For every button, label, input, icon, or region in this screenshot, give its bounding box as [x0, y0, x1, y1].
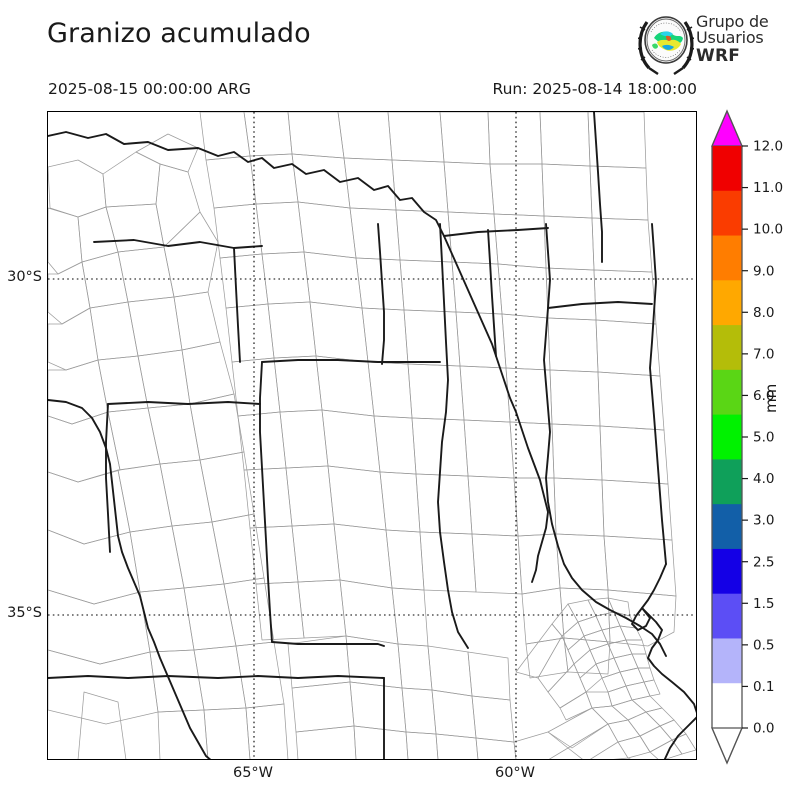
colorbar-band — [712, 280, 742, 326]
colorbar-tick-label: 9.0 — [753, 263, 774, 279]
province-boundaries — [48, 112, 696, 759]
colorbar-band — [712, 235, 742, 281]
logo-line-2: Usuarios — [696, 28, 764, 48]
colorbar-tick-label: 0.5 — [753, 637, 774, 653]
colorbar-tick-label: 4.0 — [753, 471, 774, 487]
logo-line-1: Grupo de — [696, 12, 769, 31]
run-time-label: Run: 2025-08-14 18:00:00 — [492, 80, 698, 98]
colorbar-tick-label: 0.1 — [753, 679, 774, 695]
colorbar-band — [712, 325, 742, 371]
x-tick-label-65W: 65°W — [232, 765, 274, 781]
colorbar-tick-label: 10.0 — [753, 222, 783, 238]
y-tick-label-35S: 35°S — [7, 605, 42, 621]
map-boundaries — [48, 112, 696, 759]
colorbar-extend-top — [711, 109, 743, 147]
colorbar-swatches: 12.0 11.0 10.0 9.0 8.0 7.0 6.0 5.0 4.0 3.0 2.5 1.5 0… — [711, 109, 783, 765]
colorbar-band — [712, 146, 742, 192]
colorbar-tick-label: 7.0 — [753, 346, 774, 362]
colorbar-tick-label: 12.0 — [753, 139, 783, 155]
map-plot-area[interactable] — [47, 111, 697, 760]
colorbar-band — [712, 683, 742, 729]
wrf-globe-seal-icon — [638, 16, 694, 75]
logo-text: Grupo de Usuarios WRF — [696, 12, 769, 66]
colorbar-tick-label: 2.5 — [753, 554, 774, 570]
colorbar-tick-label: 8.0 — [753, 305, 774, 321]
valid-time-label: 2025-08-15 00:00:00 ARG — [48, 80, 251, 98]
colorbar-band — [712, 459, 742, 505]
colorbar-tick-label: 3.0 — [753, 513, 774, 529]
x-tick-label-60W: 60°W — [494, 765, 536, 781]
colorbar-band — [712, 593, 742, 639]
page-title: Granizo acumulado — [47, 18, 311, 49]
colorbar-band — [712, 414, 742, 460]
department-boundaries — [48, 112, 696, 759]
colorbar[interactable]: 12.0 11.0 10.0 9.0 8.0 7.0 6.0 5.0 4.0 3.0 2.5 1.5 0… — [706, 108, 800, 768]
colorbar-tick-label: 5.0 — [753, 430, 774, 446]
colorbar-band — [712, 190, 742, 236]
colorbar-tick-label: 1.5 — [753, 596, 774, 612]
colorbar-extend-bottom — [711, 727, 743, 765]
wrf-user-group-logo: Grupo de Usuarios WRF — [638, 12, 798, 78]
colorbar-band — [712, 548, 742, 595]
colorbar-tick-label: 6.0 — [753, 388, 774, 404]
colorbar-band — [712, 638, 742, 684]
colorbar-band — [712, 369, 742, 416]
logo-line-3: WRF — [696, 45, 741, 66]
colorbar-tick-label: 0.0 — [753, 721, 774, 737]
colorbar-band — [712, 504, 742, 550]
y-tick-label-30S: 30°S — [7, 269, 42, 285]
colorbar-unit-label: mm — [762, 383, 780, 413]
colorbar-tick-label: 11.0 — [753, 180, 783, 196]
